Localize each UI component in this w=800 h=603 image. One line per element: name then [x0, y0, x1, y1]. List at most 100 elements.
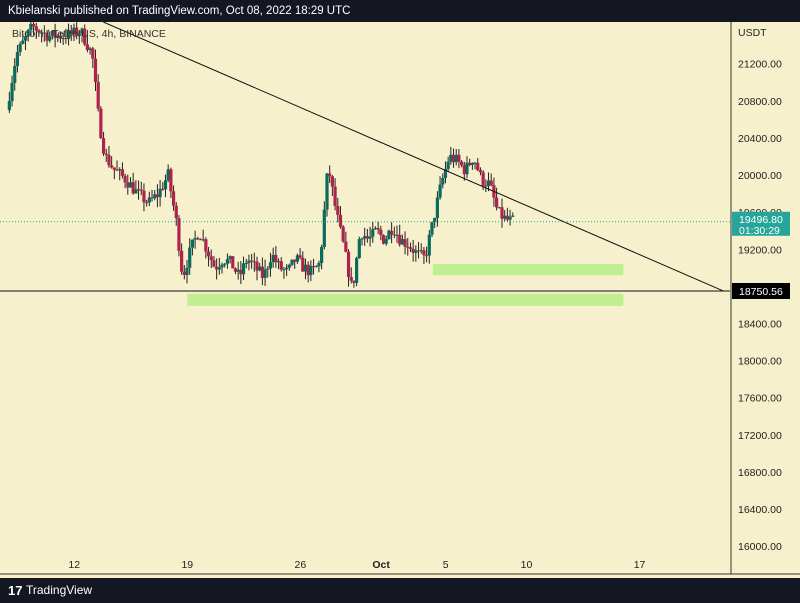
candle-body	[503, 215, 507, 219]
symbol-label: Bitcoin / TetherUS, 4h, BINANCE	[12, 28, 166, 40]
time-tick-label: 12	[68, 559, 80, 571]
candle-body	[26, 30, 30, 37]
candle-body	[69, 30, 73, 34]
price-tick-label: 20800.00	[738, 96, 782, 108]
candle-body	[123, 175, 127, 183]
candle-body	[365, 236, 369, 239]
candle-body	[128, 182, 133, 188]
plot-area	[0, 22, 730, 306]
candle-body	[346, 251, 351, 278]
candle-body	[21, 40, 25, 44]
candle-body	[171, 191, 176, 206]
candle-body	[338, 214, 343, 227]
candle-body	[61, 38, 65, 40]
candle-body	[180, 250, 184, 272]
candle-body	[126, 182, 130, 188]
candle-body	[201, 239, 205, 241]
candle-body	[193, 238, 197, 240]
candle-body	[379, 229, 383, 236]
candle-body	[217, 267, 221, 270]
candle-body	[344, 241, 348, 252]
candle-body	[161, 188, 165, 190]
time-tick-label: 17	[634, 559, 646, 571]
price-tick-label: 19200.00	[738, 244, 782, 256]
candle-body	[40, 32, 44, 34]
candle-body	[209, 256, 213, 261]
candle-body	[306, 264, 310, 276]
candle-body	[433, 217, 437, 223]
candle-body	[163, 180, 168, 190]
candle-body	[155, 194, 160, 198]
candle-body	[454, 154, 458, 163]
candle-body	[228, 256, 232, 260]
last-price-badge	[732, 211, 790, 236]
candle-body	[107, 154, 111, 166]
candle-body	[134, 189, 138, 194]
time-tick-label: 19	[181, 559, 193, 571]
candle-body	[400, 239, 404, 245]
publisher-banner: Kbielanski published on TradingView.com,…	[0, 0, 800, 22]
bar-countdown: 01:30:29	[739, 225, 780, 237]
candle-body	[387, 230, 391, 240]
candle-body	[42, 32, 46, 34]
candle-body	[239, 269, 243, 275]
candle-body	[500, 207, 504, 219]
candle-body	[478, 170, 483, 173]
candle-body	[446, 161, 450, 170]
candle-body	[325, 173, 329, 210]
candle-body	[449, 154, 453, 162]
brand-name: TradingView	[26, 583, 93, 597]
candle-body	[470, 162, 474, 165]
candle-body	[330, 176, 334, 187]
candle-body	[363, 236, 367, 239]
candle-body	[99, 108, 103, 139]
candle-body	[349, 277, 353, 281]
candle-body	[476, 162, 480, 171]
candle-body	[258, 266, 262, 271]
candle-body	[341, 226, 345, 242]
time-tick-label: 10	[521, 559, 533, 571]
candle-body	[233, 268, 238, 272]
candle-body	[473, 162, 477, 164]
candle-body	[244, 263, 248, 265]
candle-body	[287, 264, 291, 268]
candle-body	[360, 238, 364, 240]
candle-body	[96, 81, 100, 109]
candle-body	[333, 186, 337, 206]
candle-body	[298, 255, 302, 258]
candle-body	[274, 254, 278, 263]
last-price-value: 19496.80	[739, 214, 783, 226]
candle-body	[77, 33, 81, 36]
candle-body	[250, 260, 254, 262]
price-tick-label: 17600.00	[738, 393, 782, 405]
candle-body	[225, 259, 229, 264]
candle-body	[231, 256, 235, 269]
candle-body	[468, 162, 472, 165]
candle-body	[110, 165, 114, 168]
candle-body	[58, 35, 63, 39]
candle-body	[241, 263, 246, 275]
price-chart[interactable]: 21200.0020800.0020400.0020000.0019600.00…	[0, 22, 800, 578]
candle-body	[150, 197, 154, 199]
candle-body	[188, 247, 192, 268]
candle-body	[34, 26, 38, 31]
candle-body	[136, 189, 141, 191]
candle-body	[29, 23, 33, 31]
price-axis: 21200.0020800.0020400.0020000.0019600.00…	[730, 22, 790, 574]
price-tick-label: 21200.00	[738, 59, 782, 71]
candle-body	[255, 261, 259, 271]
candle-body	[414, 250, 418, 253]
price-tick-label: 20000.00	[738, 170, 782, 182]
candle-body	[64, 38, 68, 40]
candle-body	[147, 197, 151, 203]
candle-body	[139, 189, 143, 191]
candle-body	[303, 264, 308, 272]
candle-body	[10, 82, 14, 102]
candle-body	[322, 209, 326, 247]
candle-body	[425, 255, 429, 257]
candle-body	[443, 169, 448, 178]
candle-body	[438, 184, 442, 198]
time-tick-label: Oct	[372, 559, 390, 571]
candle-body	[118, 169, 122, 171]
time-axis: 12 19 26 Oct 5 10 17	[0, 559, 800, 575]
